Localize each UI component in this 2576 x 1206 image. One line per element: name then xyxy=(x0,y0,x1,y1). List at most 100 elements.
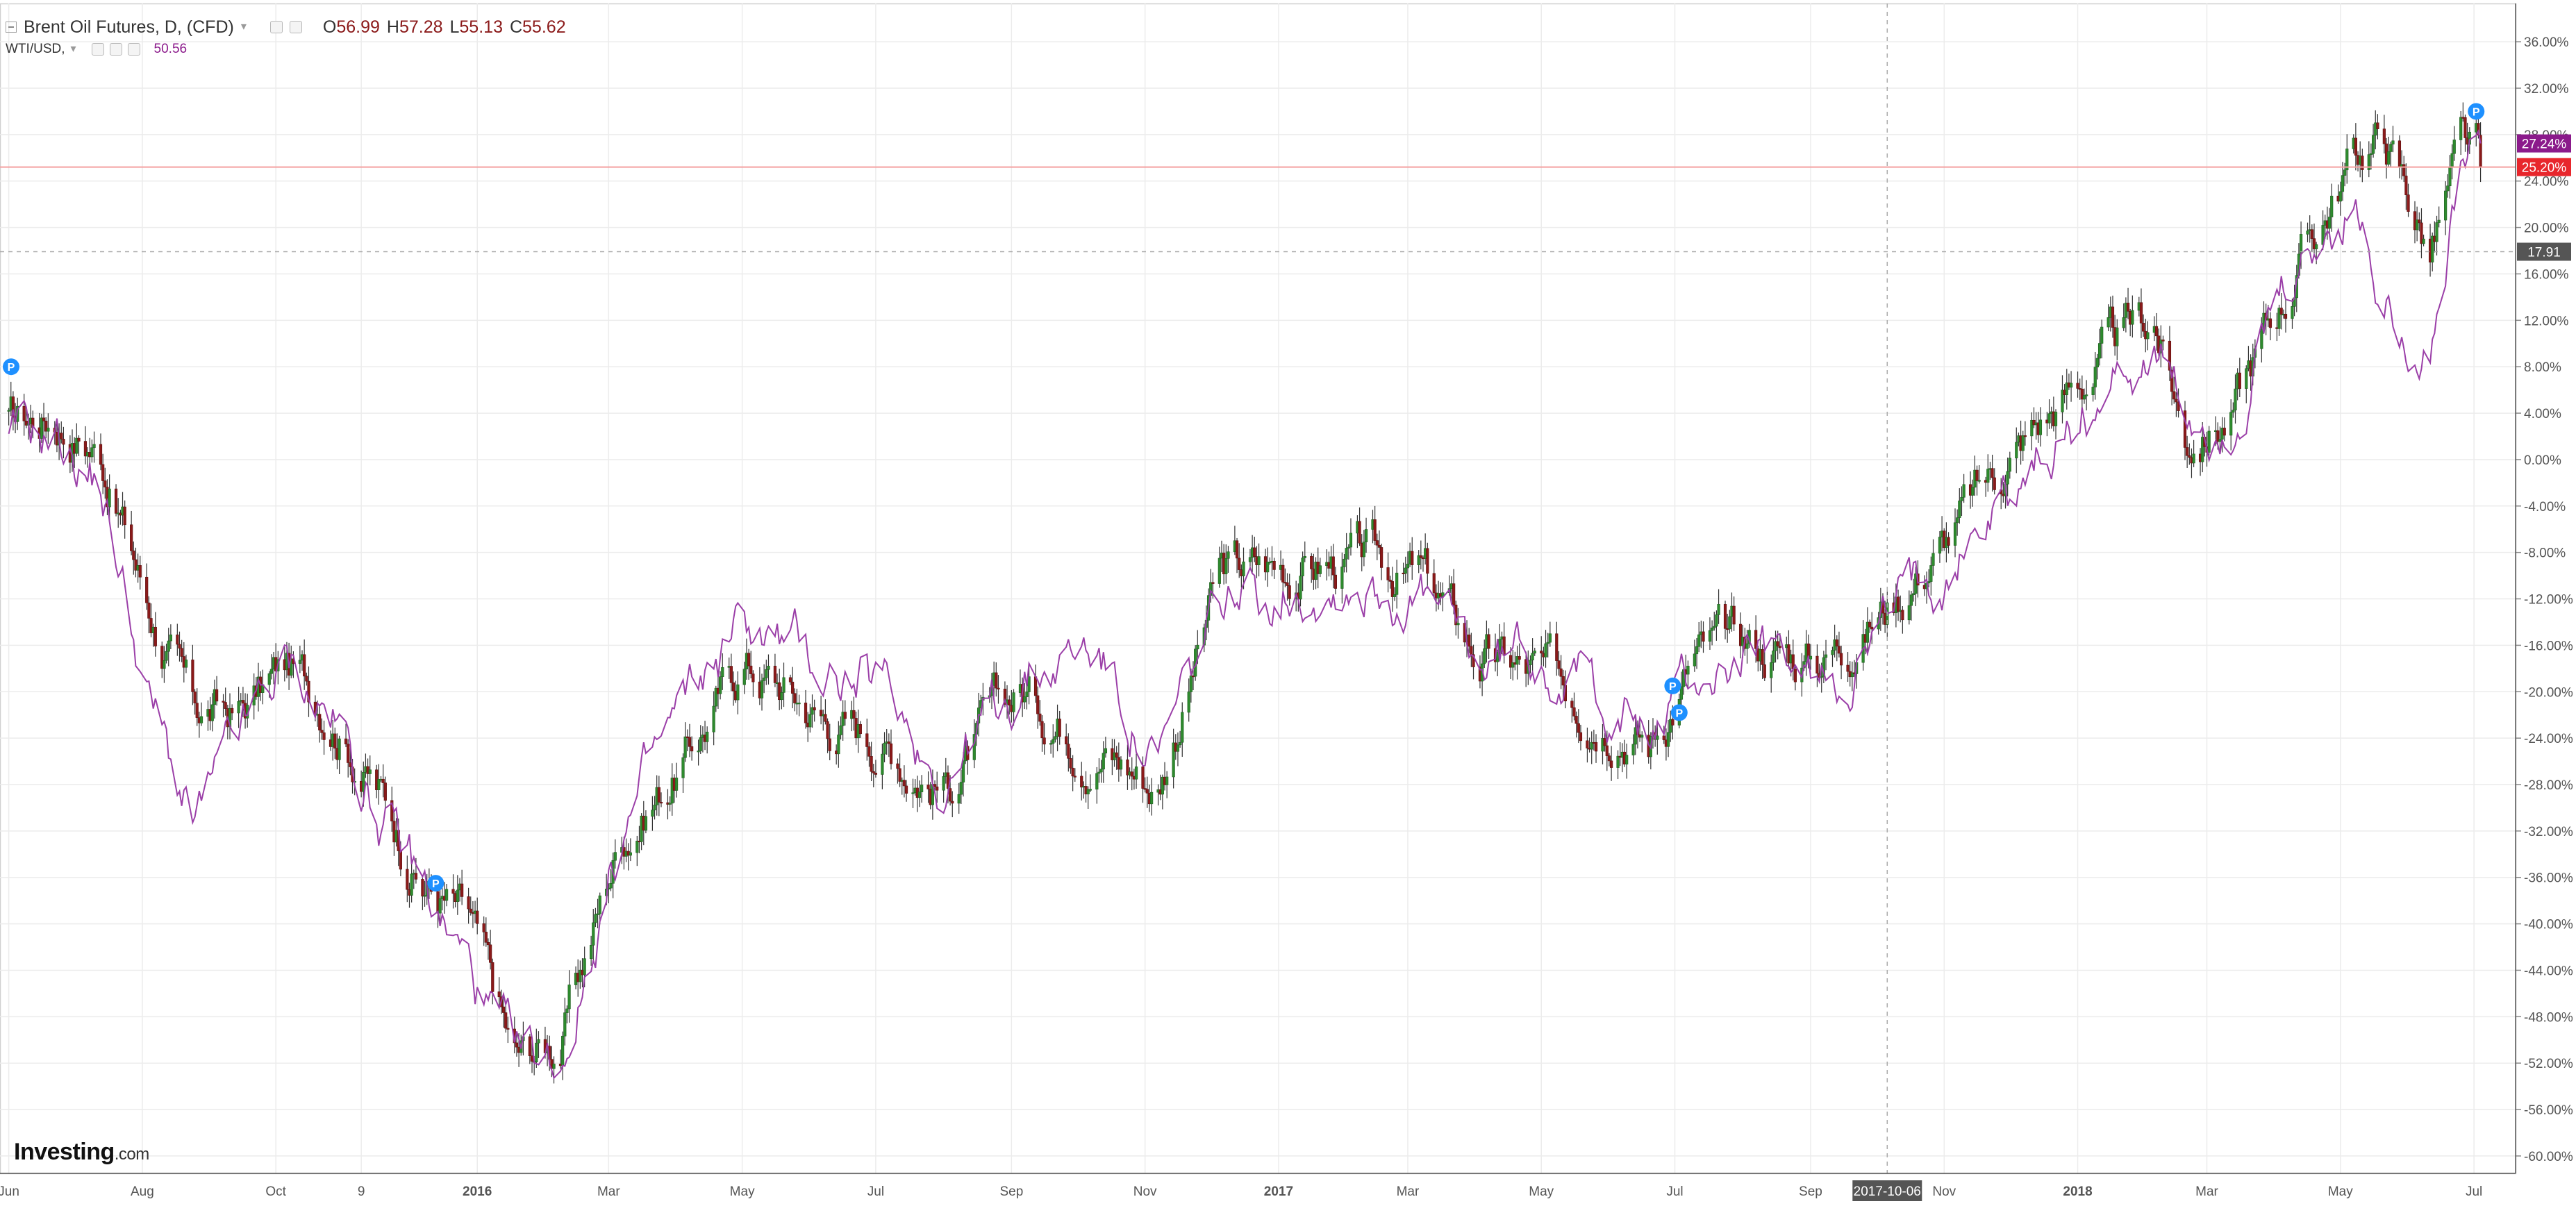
settings-icon[interactable] xyxy=(91,43,104,56)
y-tick-label: 12.00% xyxy=(2524,314,2569,328)
candle-body xyxy=(530,1055,534,1062)
candle-body xyxy=(1770,662,1773,678)
candle-body xyxy=(2418,219,2421,224)
candle-body xyxy=(2054,412,2058,426)
candle-body xyxy=(942,776,945,791)
dropdown-caret-icon[interactable]: ▾ xyxy=(70,43,76,55)
candle-body xyxy=(399,851,402,870)
candle-body xyxy=(138,565,142,578)
x-tick-label: 2017 xyxy=(1264,1184,1293,1199)
candle-body xyxy=(2367,154,2370,170)
candle-body xyxy=(1708,630,1712,642)
candle-body xyxy=(1218,558,1221,584)
candle-body xyxy=(1318,565,1322,574)
candle-body xyxy=(60,433,63,439)
x-tick-label: Mar xyxy=(2195,1184,2218,1199)
x-axis[interactable]: Jun Aug Oct 9 2016 Mar May Jul Sep Nov 2017 Mar May J… xyxy=(0,1173,2516,1201)
candle-body xyxy=(1073,776,1077,778)
candle-body xyxy=(714,687,717,707)
candle-body xyxy=(1426,548,1429,574)
candle-body xyxy=(2391,140,2395,144)
candle-body xyxy=(2306,231,2309,235)
candle-body xyxy=(2369,153,2373,155)
brent-price-badge-bg xyxy=(2517,158,2571,176)
candle-body xyxy=(1835,639,1838,646)
x-tick-label: Nov xyxy=(1932,1184,1956,1199)
candle-body xyxy=(163,660,166,669)
candle-body xyxy=(1776,641,1779,646)
marker-p-label: P xyxy=(432,878,440,890)
crosshair-date-badge-bg xyxy=(1852,1180,1922,1201)
y-tick-label: -8.00% xyxy=(2524,546,2566,561)
candle-body xyxy=(169,634,172,642)
y-tick-label: 32.00% xyxy=(2524,82,2569,97)
candle-body xyxy=(2207,430,2211,453)
candle-body xyxy=(2008,458,2011,472)
dropdown-caret-icon[interactable]: ▾ xyxy=(240,21,247,33)
candle-body xyxy=(1456,623,1460,626)
candle-body xyxy=(1145,789,1149,794)
candle-body xyxy=(1054,736,1057,740)
candle-body xyxy=(972,734,976,760)
hide-icon[interactable] xyxy=(289,21,302,33)
candle-body xyxy=(712,705,715,732)
candle-body xyxy=(1377,544,1381,548)
candle-body xyxy=(1049,743,1053,745)
candle-body xyxy=(2361,156,2364,170)
candle-body xyxy=(2437,219,2441,223)
candle-body xyxy=(1666,732,1670,747)
candle-body xyxy=(153,626,157,646)
settings-icon[interactable] xyxy=(269,21,283,33)
collapse-icon[interactable] xyxy=(6,22,17,33)
candle-body xyxy=(368,769,372,774)
candle-body xyxy=(2106,317,2110,328)
candle-body xyxy=(1938,537,1942,554)
candle-body xyxy=(222,701,225,703)
candle-body xyxy=(1603,738,1606,746)
candle-body xyxy=(2404,176,2408,195)
candle-body xyxy=(99,444,103,465)
candle-body xyxy=(2131,310,2134,325)
event-markers[interactable]: P P P P P xyxy=(3,103,2485,892)
ohlc-close: C55.62 xyxy=(510,15,566,39)
candle-body xyxy=(1975,469,1979,481)
open-label: O xyxy=(322,17,337,37)
candle-body xyxy=(1901,610,1904,621)
candle-body xyxy=(681,757,685,778)
candle-body xyxy=(1745,643,1749,649)
candle-body xyxy=(2407,194,2410,212)
y-tick-label: -44.00% xyxy=(2524,964,2573,978)
candle-body xyxy=(160,646,164,669)
candle-body xyxy=(788,677,792,682)
candle-body xyxy=(793,693,797,703)
main-series-legend: Brent Oil Futures, D, (CFD) ▾ O56.99 H57… xyxy=(6,15,566,39)
candle-body xyxy=(362,771,365,792)
candle-body xyxy=(491,962,495,992)
candle-body xyxy=(1515,656,1519,665)
candle-body xyxy=(1679,686,1684,700)
candle-body xyxy=(920,785,924,792)
hide-icon[interactable] xyxy=(109,43,122,56)
main-series-title[interactable]: Brent Oil Futures, D, (CFD) xyxy=(24,17,234,37)
candle-body xyxy=(1227,551,1230,559)
candle-body xyxy=(995,672,998,689)
compare-series-title[interactable]: WTI/USD, xyxy=(6,42,65,56)
candle-body xyxy=(2354,137,2357,156)
candle-body xyxy=(2387,151,2391,165)
level-lines xyxy=(0,3,2516,1173)
candle-body xyxy=(267,673,271,685)
candle-body xyxy=(1540,651,1543,654)
close-icon[interactable] xyxy=(127,43,140,56)
marker-p-label: P xyxy=(2473,106,2480,118)
candle-body xyxy=(594,914,597,923)
candle-body xyxy=(1033,676,1038,696)
candle-body xyxy=(2188,455,2191,458)
y-axis[interactable]: 36.00%32.00%28.00%24.00%20.00%16.00%12.0… xyxy=(2515,3,2573,1173)
candle-body xyxy=(1253,547,1256,557)
candle-body xyxy=(1962,484,1966,498)
candle-body xyxy=(1286,582,1289,586)
candle-body xyxy=(92,444,96,449)
candle-body xyxy=(2448,167,2452,187)
candle-body xyxy=(2229,412,2233,436)
